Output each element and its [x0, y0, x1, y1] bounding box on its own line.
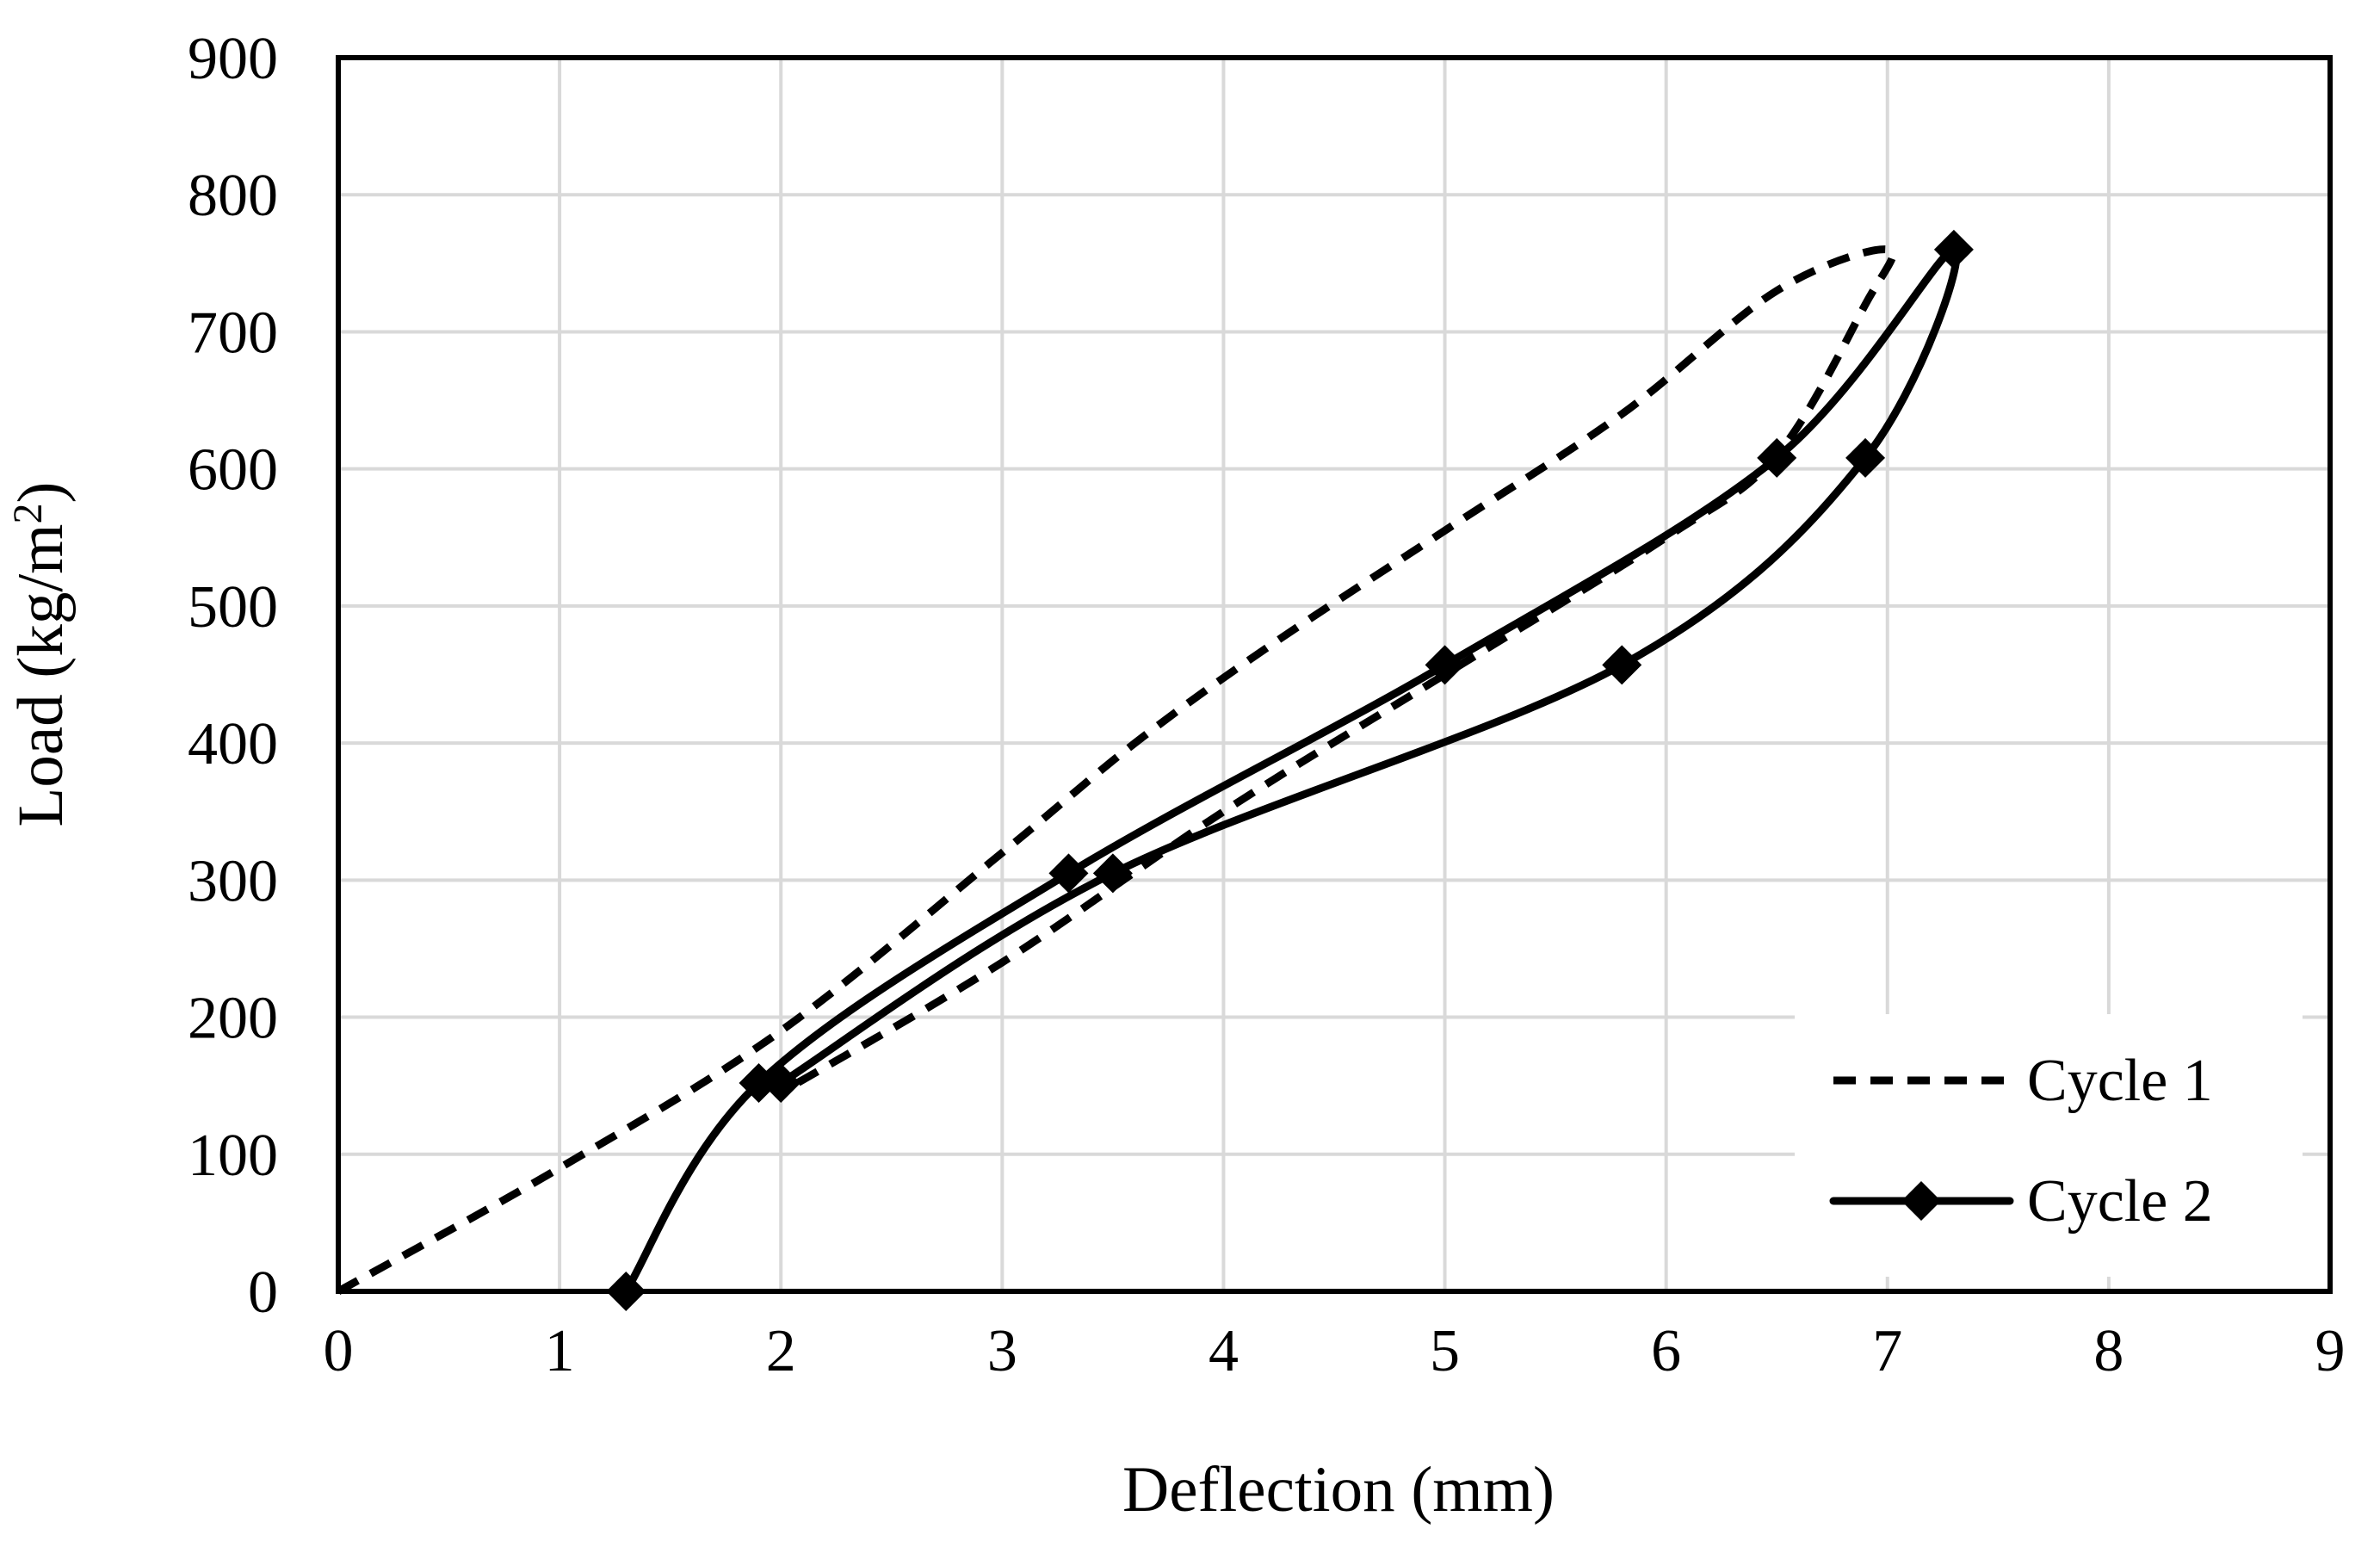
- y-axis-title: Load (kg/m2): [5, 482, 77, 827]
- y-tick-label: 500: [188, 574, 278, 641]
- x-tick-label: 5: [1430, 1318, 1460, 1384]
- x-tick-label: 7: [1872, 1318, 1902, 1384]
- y-axis-title-base: Load (kg/m: [5, 523, 77, 826]
- x-tick-label: 9: [2315, 1318, 2346, 1384]
- series-line-cycle-1: [336, 245, 1897, 1295]
- y-axis-title-close: ): [5, 482, 77, 504]
- y-tick-label: 700: [188, 300, 278, 366]
- y-tick-label: 600: [188, 437, 278, 504]
- series-layer: [336, 229, 1974, 1311]
- x-axis-title: Deflection (mm): [1122, 1454, 1555, 1526]
- data-point-cycle-2: [1048, 853, 1089, 894]
- x-tick-label: 6: [1651, 1318, 1681, 1384]
- data-point-cycle-2: [1933, 229, 1974, 269]
- data-point-cycle-2: [1602, 645, 1642, 685]
- data-point-cycle-2: [1757, 437, 1797, 478]
- y-axis-title-superscript: 2: [5, 503, 51, 523]
- data-point-cycle-2: [1092, 853, 1133, 894]
- y-tick-label: 200: [188, 986, 278, 1052]
- legend-box: [1795, 1014, 2303, 1277]
- legend-label-cycle-1: Cycle 1: [2027, 1048, 2213, 1114]
- y-tick-label: 800: [188, 163, 278, 229]
- x-tick-label: 8: [2093, 1318, 2123, 1384]
- data-point-cycle-2: [761, 1062, 801, 1103]
- x-tick-label: 4: [1209, 1318, 1239, 1384]
- y-tick-label: 300: [188, 848, 278, 914]
- data-point-cycle-2: [739, 1062, 779, 1103]
- x-tick-label: 1: [545, 1318, 575, 1384]
- y-tick-label: 900: [188, 26, 278, 92]
- y-tick-label: 400: [188, 711, 278, 777]
- x-tick-label: 2: [766, 1318, 796, 1384]
- data-point-cycle-2: [1425, 645, 1465, 685]
- legend: Cycle 1 Cycle 2: [1795, 1014, 2303, 1277]
- legend-label-cycle-2: Cycle 2: [2027, 1168, 2213, 1235]
- x-tick-label: 0: [324, 1318, 354, 1384]
- tick-labels: 0 1 2 3 4 5 6 7 8 9 0 100 200 300 400 500 600 700 800 900: [188, 26, 2346, 1384]
- x-tick-label: 3: [987, 1318, 1017, 1384]
- y-tick-label: 0: [248, 1259, 278, 1326]
- data-point-cycle-2: [1845, 437, 1886, 478]
- y-tick-label: 100: [188, 1123, 278, 1189]
- series-line-cycle-2: [621, 245, 1961, 1296]
- plot-area-frame: [336, 55, 2333, 1294]
- legend-marker-cycle-2: [1901, 1181, 1941, 1221]
